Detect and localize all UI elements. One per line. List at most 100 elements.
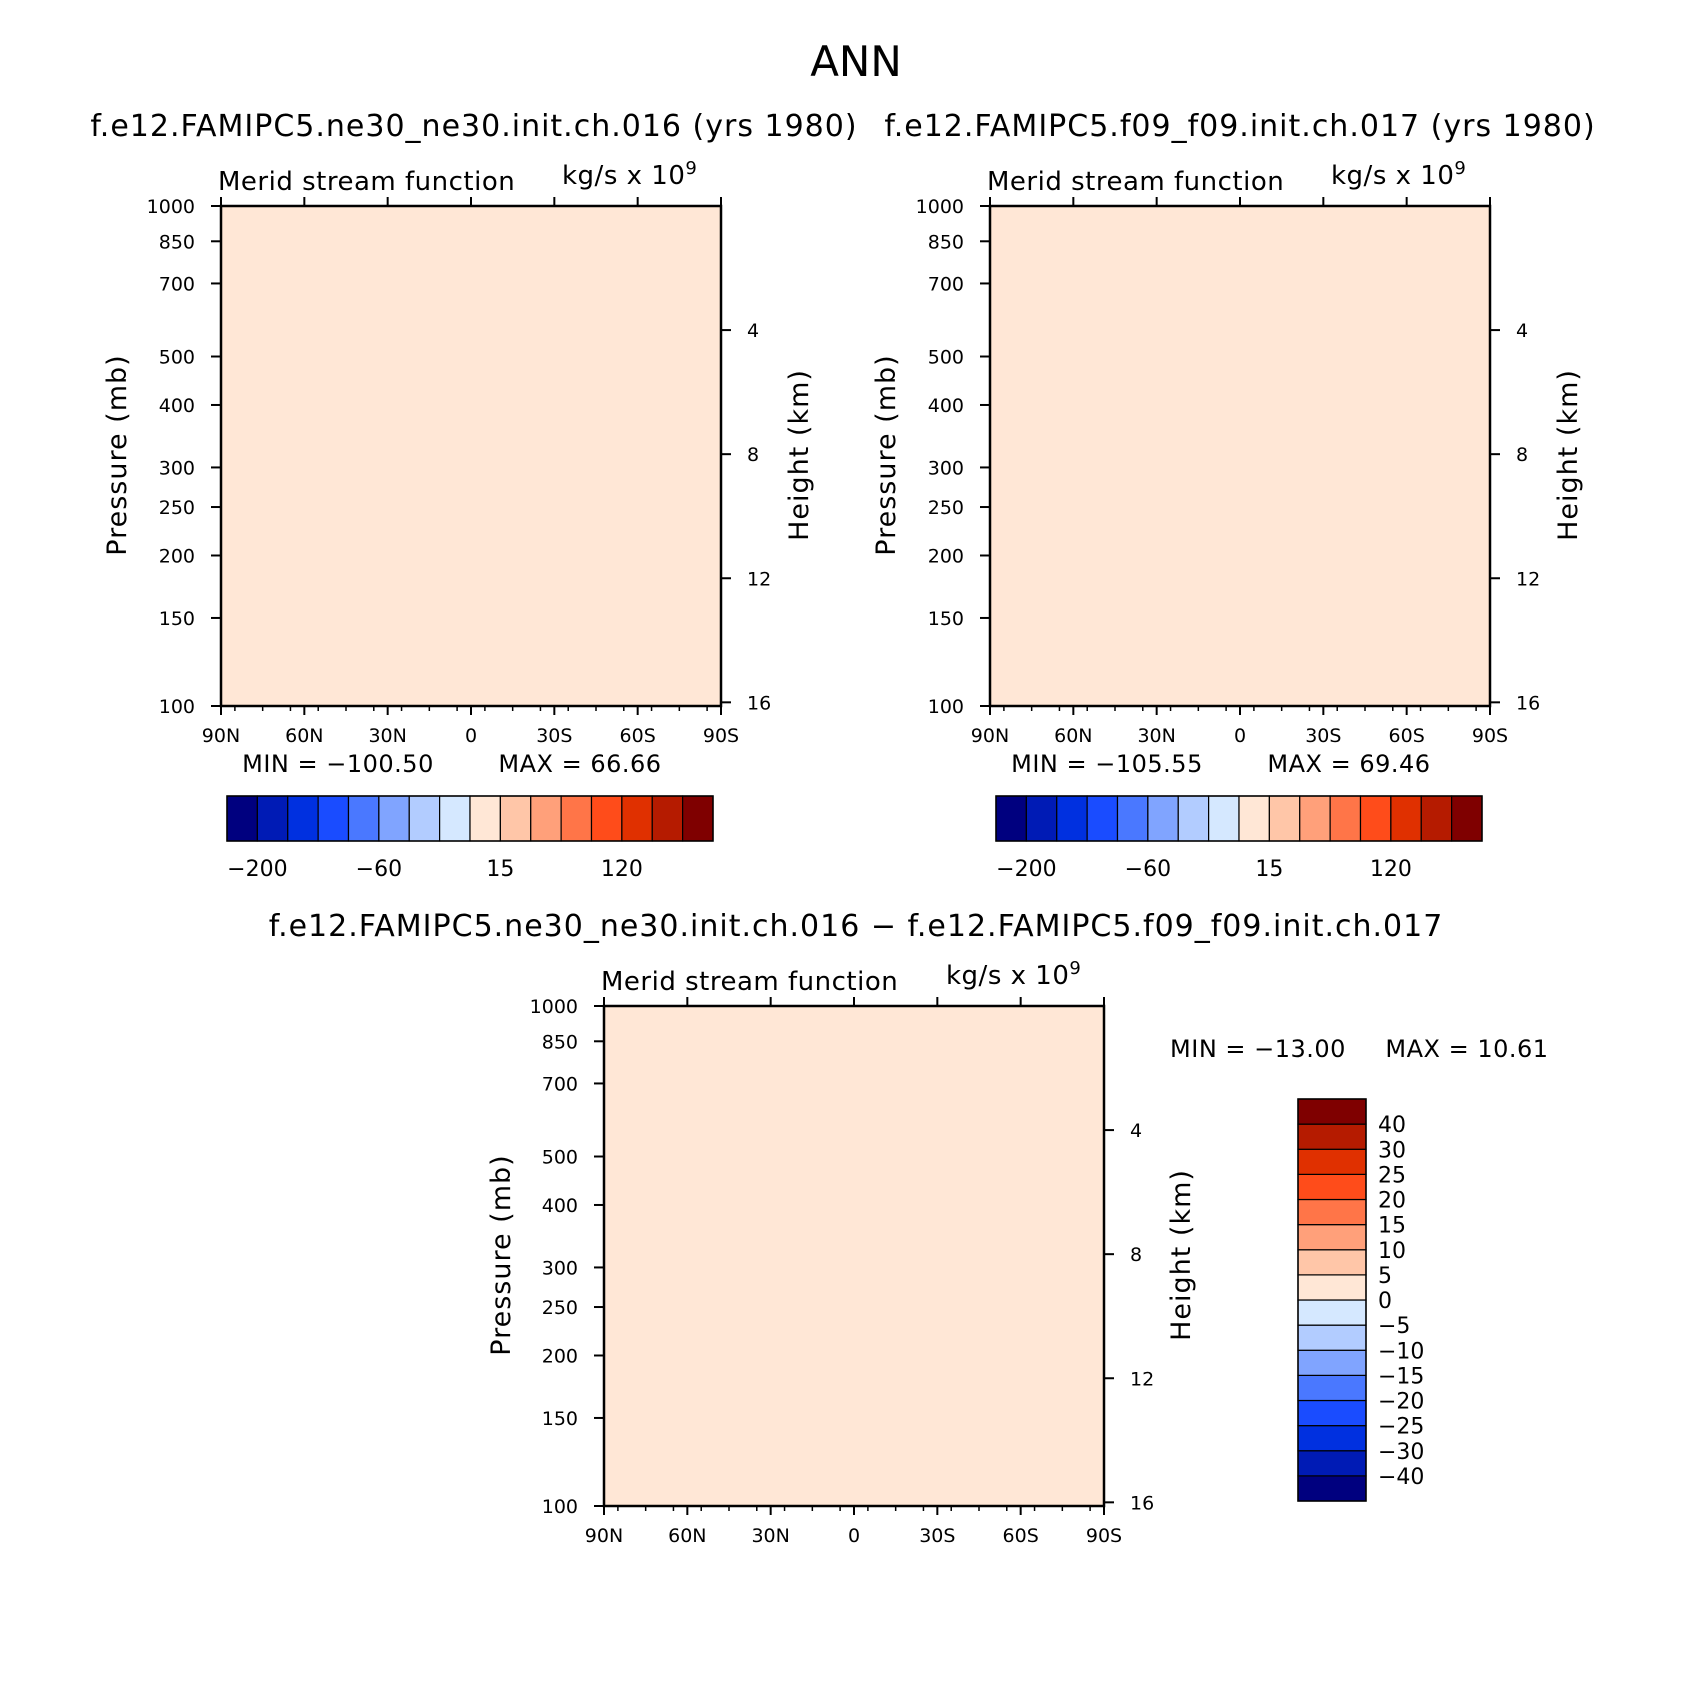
p3-colorbar-swatch-14	[1297, 1123, 1367, 1150]
p3-colorbar-swatch-7	[1297, 1299, 1367, 1326]
p1-colorbar-swatch-4	[347, 795, 380, 842]
panel-2-units-label: kg/s x 109	[1331, 158, 1466, 191]
p3-height-tick-label-2: 8	[1130, 1244, 1142, 1266]
p3-ytick-label-5: 400	[542, 1195, 578, 1217]
panel-1-run-title: f.e12.FAMIPC5.ne30_ne30.init.ch.016 (yrs…	[90, 109, 857, 144]
panel-3-max-label: MAX = 10.61	[1385, 1035, 1548, 1063]
p2-colorbar-label-3: 120	[1370, 857, 1412, 882]
p1-height-tick-label-3: 4	[747, 320, 759, 342]
p3-colorbar-swatch-9	[1297, 1249, 1367, 1276]
p3-xtick-label-3: 0	[848, 1525, 860, 1547]
p2-ytick-label-6: 500	[928, 347, 964, 369]
panel-2-max-label: MAX = 69.46	[1267, 750, 1430, 778]
p1-colorbar-swatch-13	[621, 795, 653, 842]
panel-2-contour-plot: 90N 60N 30N 0 30S 60S 90S 100 150 200 250 300 400 500…	[916, 196, 1541, 747]
p2-colorbar-swatch-11	[1329, 795, 1362, 842]
p2-xtick-label-4: 30S	[1305, 725, 1341, 747]
p3-ytick-label-3: 250	[542, 1297, 578, 1319]
p2-ytick-label-7: 700	[928, 273, 964, 295]
p2-colorbar-label-0: −200	[996, 857, 1056, 882]
p2-ytick-label-3: 250	[928, 497, 964, 519]
p3-colorbar-swatch-10	[1297, 1224, 1367, 1251]
panel-2: f.e12.FAMIPC5.f09_f09.init.ch.017 (yrs 1…	[871, 109, 1595, 882]
panel-2-units-exponent: 9	[1454, 158, 1466, 179]
p2-xtick-label-2: 30N	[1137, 725, 1175, 747]
panel-2-variable-label: Merid stream function	[987, 167, 1284, 197]
p2-colorbar-swatch-1	[1025, 795, 1058, 842]
p3-colorbar-label-11: −20	[1378, 1390, 1424, 1415]
panel-3-units-label: kg/s x 109	[946, 958, 1081, 991]
p1-xtick-label-0: 90N	[202, 725, 240, 747]
panel-3: f.e12.FAMIPC5.ne30_ne30.init.ch.016 − f.…	[269, 909, 1548, 1547]
p1-colorbar-swatch-14	[651, 795, 684, 842]
p3-colorbar-label-5: 10	[1378, 1239, 1406, 1264]
panel-3-run-title: f.e12.FAMIPC5.ne30_ne30.init.ch.016 − f.…	[269, 909, 1444, 944]
p2-colorbar-frame	[995, 795, 1483, 842]
panel-2-min-label: MIN = −105.55	[1011, 750, 1203, 778]
p2-colorbar-swatch-10	[1299, 795, 1331, 842]
p2-xtick-label-1: 60N	[1054, 725, 1092, 747]
panel-1-units-label: kg/s x 109	[562, 158, 697, 191]
p3-colorbar-swatch-13	[1297, 1148, 1367, 1175]
p1-height-tick-label-2: 8	[747, 444, 759, 466]
panel-2-ylabel: Pressure (mb)	[871, 354, 902, 555]
p2-colorbar-swatch-14	[1420, 795, 1453, 842]
p1-background-field	[221, 206, 721, 706]
p1-colorbar-swatch-3	[317, 795, 350, 842]
p2-ytick-label-9: 1000	[916, 196, 964, 218]
p3-colorbar-swatch-11	[1297, 1198, 1367, 1226]
p2-colorbar-swatch-7	[1208, 795, 1240, 842]
p1-ytick-label-8: 850	[159, 231, 195, 253]
p2-colorbar-swatch-13	[1390, 795, 1422, 842]
p1-ytick-label-2: 200	[159, 545, 195, 567]
p3-ytick-label-6: 500	[542, 1147, 578, 1169]
panel-1-max-label: MAX = 66.66	[498, 750, 661, 778]
panel-3-ylabel-right: Height (km)	[1166, 1169, 1197, 1341]
p3-ytick-label-8: 850	[542, 1031, 578, 1053]
p2-ytick-label-2: 200	[928, 545, 964, 567]
p3-colorbar-label-1: 30	[1378, 1138, 1406, 1163]
p3-colorbar-label-4: 15	[1378, 1214, 1406, 1239]
panel-1-min-label: MIN = −100.50	[242, 750, 434, 778]
p1-colorbar-swatch-1	[256, 795, 289, 842]
p1-xtick-label-2: 30N	[368, 725, 406, 747]
p3-colorbar-label-8: −5	[1378, 1314, 1410, 1339]
p3-colorbar-swatch-5	[1297, 1349, 1367, 1376]
p1-ytick-label-9: 1000	[147, 196, 195, 218]
p2-ytick-label-4: 300	[928, 457, 964, 479]
p3-colorbar-swatch-8	[1297, 1274, 1367, 1301]
p1-ytick-label-4: 300	[159, 457, 195, 479]
p1-colorbar-swatch-7	[439, 795, 471, 842]
p3-ytick-label-7: 700	[542, 1073, 578, 1095]
p3-colorbar-swatch-1	[1297, 1450, 1367, 1477]
p1-ytick-label-1: 150	[159, 608, 195, 630]
p3-ytick-label-4: 300	[542, 1257, 578, 1279]
p3-colorbar-swatch-6	[1297, 1324, 1367, 1351]
p3-colorbar-label-6: 5	[1378, 1264, 1392, 1289]
panel-3-min-label: MIN = −13.00	[1170, 1035, 1346, 1063]
p2-colorbar-swatch-8	[1238, 795, 1270, 842]
p3-colorbar-swatch-12	[1297, 1173, 1367, 1201]
p1-colorbar-label-0: −200	[227, 857, 287, 882]
p2-colorbar-swatch-5	[1147, 795, 1179, 842]
panel-3-units-exponent: 9	[1069, 958, 1081, 979]
figure-title: ANN	[810, 37, 902, 86]
p3-ytick-label-2: 200	[542, 1345, 578, 1367]
panel-2-colorbar: −200 −60 15 120	[995, 795, 1483, 882]
p3-colorbar-label-7: 0	[1378, 1289, 1392, 1314]
p2-height-tick-label-0: 16	[1516, 692, 1540, 714]
p3-background-field	[604, 1006, 1104, 1506]
p1-ytick-label-6: 500	[159, 347, 195, 369]
panel-1-units-exponent: 9	[685, 158, 697, 179]
p3-colorbar-label-3: 20	[1378, 1189, 1406, 1214]
p3-colorbar-swatch-0	[1297, 1475, 1367, 1502]
p3-xtick-label-5: 60S	[1003, 1525, 1039, 1547]
panel-1-ylabel-right: Height (km)	[784, 369, 815, 541]
p3-colorbar-label-10: −15	[1378, 1364, 1424, 1389]
p3-colorbar-label-2: 25	[1378, 1163, 1406, 1188]
p3-ytick-label-0: 100	[542, 1496, 578, 1518]
p1-colorbar-swatch-6	[408, 795, 441, 842]
p2-colorbar-swatch-15	[1451, 795, 1483, 842]
p1-height-tick-label-0: 16	[747, 692, 771, 714]
